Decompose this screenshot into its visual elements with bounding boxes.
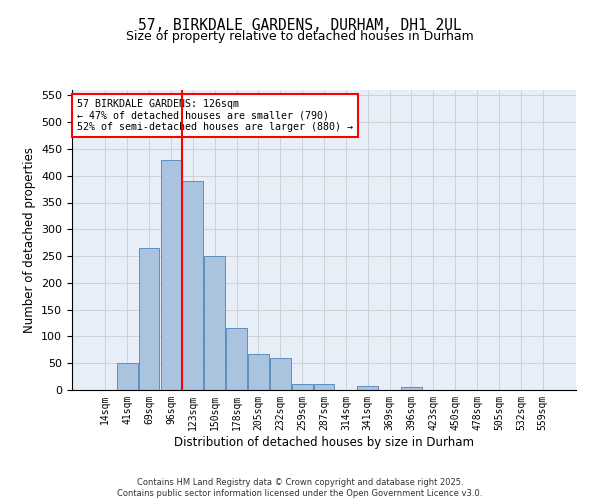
Bar — [314, 384, 334, 390]
Text: Size of property relative to detached houses in Durham: Size of property relative to detached ho… — [126, 30, 474, 43]
Text: Contains HM Land Registry data © Crown copyright and database right 2025.
Contai: Contains HM Land Registry data © Crown c… — [118, 478, 482, 498]
Bar — [204, 256, 225, 390]
Y-axis label: Number of detached properties: Number of detached properties — [23, 147, 35, 333]
Bar — [248, 354, 269, 390]
Bar — [161, 160, 181, 390]
Bar — [226, 328, 247, 390]
Bar — [182, 181, 203, 390]
Text: 57 BIRKDALE GARDENS: 126sqm
← 47% of detached houses are smaller (790)
52% of se: 57 BIRKDALE GARDENS: 126sqm ← 47% of det… — [77, 99, 353, 132]
Text: 57, BIRKDALE GARDENS, DURHAM, DH1 2UL: 57, BIRKDALE GARDENS, DURHAM, DH1 2UL — [138, 18, 462, 32]
Bar — [401, 387, 422, 390]
Bar — [292, 384, 313, 390]
X-axis label: Distribution of detached houses by size in Durham: Distribution of detached houses by size … — [174, 436, 474, 448]
Bar — [117, 363, 137, 390]
Bar — [358, 386, 378, 390]
Bar — [139, 248, 160, 390]
Bar — [270, 358, 290, 390]
